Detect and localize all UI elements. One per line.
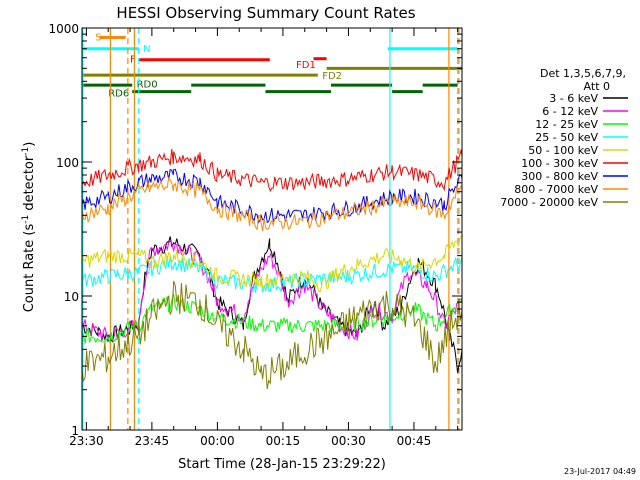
- series-line: [81, 235, 463, 293]
- y-tick-label: 10: [64, 290, 79, 304]
- legend-header-attenuator: Att 0: [584, 80, 610, 93]
- x-tick-label: 00:30: [331, 434, 366, 448]
- flag-label: N: [143, 44, 150, 55]
- legend-label: 800 - 7000 keV: [514, 183, 598, 196]
- flag-label: FD2: [322, 71, 342, 82]
- legend-label: 7000 - 20000 keV: [500, 196, 598, 209]
- x-tick-label: 00:45: [397, 434, 432, 448]
- vertical-markers: [82, 28, 460, 430]
- legend-label: 3 - 6 keV: [549, 92, 598, 105]
- legend-header-detectors: Det 1,3,5,6,7,9,: [540, 67, 626, 80]
- y-tick-label: 1: [71, 424, 79, 438]
- y-tick-label: 1000: [48, 22, 79, 36]
- chart-title: HESSI Observing Summary Count Rates: [116, 4, 415, 22]
- x-tick-label: 23:45: [135, 434, 170, 448]
- series-line: [81, 293, 463, 344]
- series-line: [81, 240, 463, 343]
- plot-frame: [81, 27, 463, 431]
- x-axis-label: Start Time (28-Jan-15 23:29:22): [178, 457, 386, 472]
- legend-label: 12 - 25 keV: [535, 118, 598, 131]
- footer-timestamp: 23-Jul-2017 04:49: [564, 467, 636, 476]
- series-line: [81, 176, 463, 231]
- flag-bars: S NF FD1 FD2 RD0 RD6: [82, 32, 462, 99]
- x-tick-label: 00:15: [266, 434, 301, 448]
- x-tick-label: 00:00: [200, 434, 235, 448]
- legend-label: 6 - 12 keV: [542, 105, 598, 118]
- flag-label: F: [130, 55, 136, 66]
- legend-label: 100 - 300 keV: [521, 157, 598, 170]
- y-tick-label: 100: [56, 156, 79, 170]
- series-lines: [81, 148, 463, 390]
- series-line: [81, 148, 463, 192]
- axis-ticks: 23:30 23:45 00:00 00:15 00:30 00:45 1 10 100 1000: [48, 22, 462, 448]
- legend-label: 300 - 800 keV: [521, 170, 598, 183]
- x-tick-label: 23:30: [69, 434, 104, 448]
- series-line: [81, 280, 463, 390]
- legend-label: 50 - 100 keV: [528, 144, 598, 157]
- legend-label: 25 - 50 keV: [535, 131, 598, 144]
- flag-label: FD1: [296, 60, 316, 71]
- flag-label: RD6: [108, 88, 129, 99]
- y-axis-label: Count Rate (s-1 detector-1): [21, 142, 37, 313]
- flag-label: S: [95, 32, 101, 43]
- series-line: [81, 168, 463, 224]
- flag-label: RD0: [137, 79, 158, 90]
